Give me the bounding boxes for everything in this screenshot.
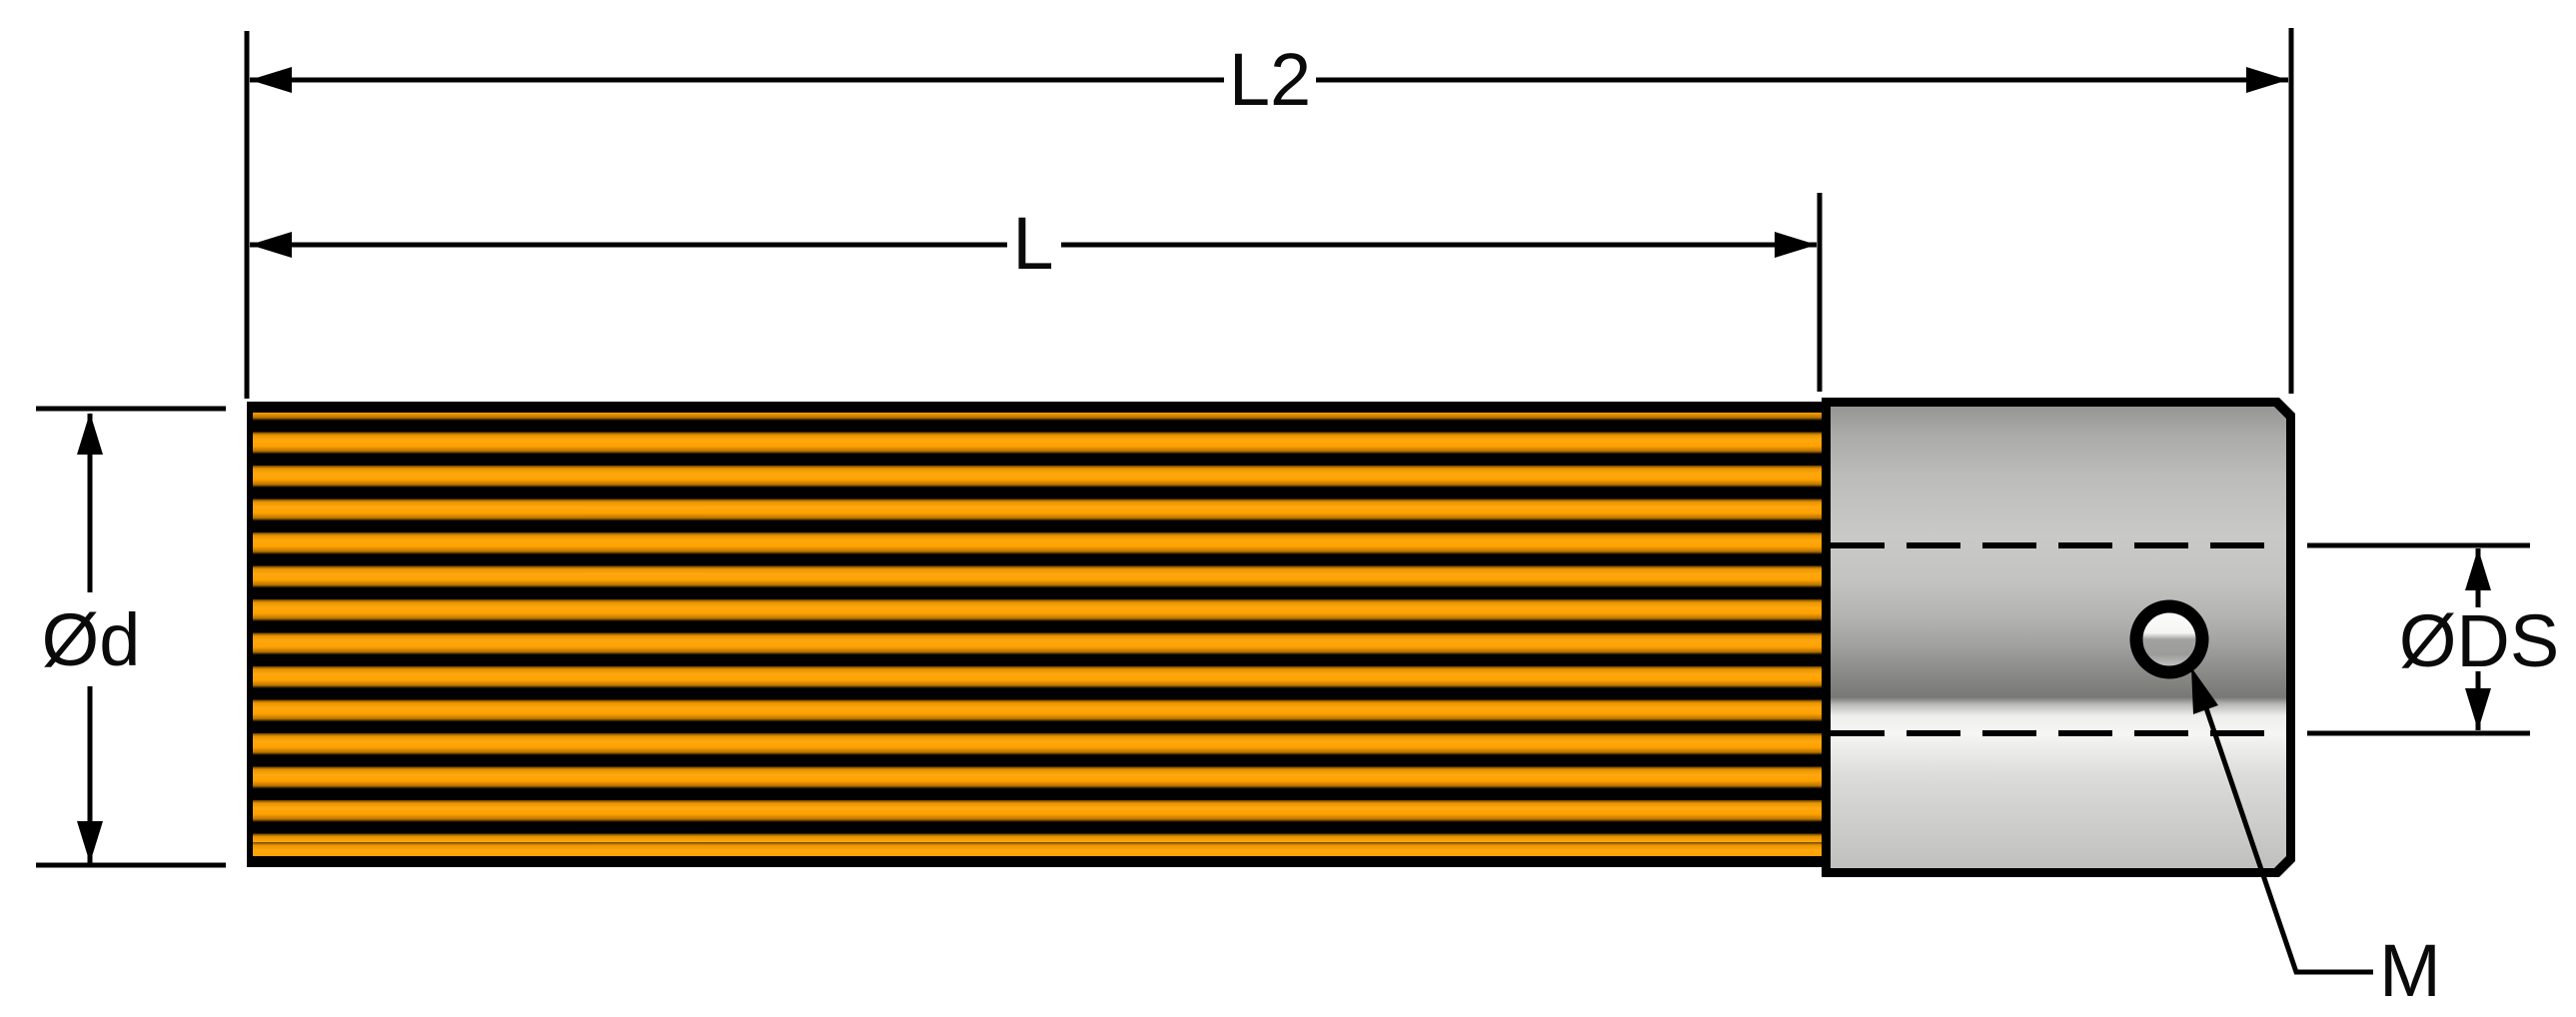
d-label: Ød bbox=[41, 598, 141, 681]
ds-label: ØDS bbox=[2398, 599, 2560, 682]
splined-shaft-body bbox=[247, 402, 1829, 867]
m-label: M bbox=[2379, 929, 2441, 1012]
hub-surface bbox=[1831, 407, 2286, 868]
l-label: L bbox=[1012, 202, 1054, 285]
l2-label: L2 bbox=[1228, 38, 1312, 121]
hub-body bbox=[1822, 398, 2295, 877]
